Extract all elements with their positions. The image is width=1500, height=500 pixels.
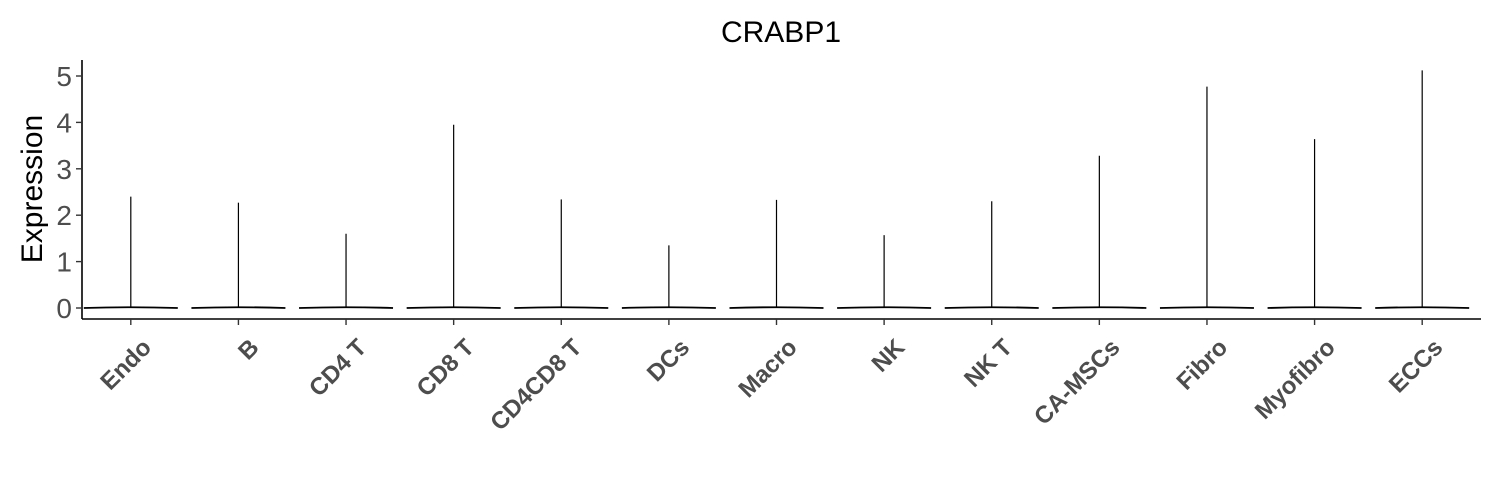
y-tick-label: 1 — [56, 247, 72, 278]
violin — [191, 202, 286, 309]
y-ticks: 0 1 2 3 4 5 — [56, 61, 82, 324]
x-tick-label: Myofibro — [1250, 334, 1341, 425]
x-tick-label: NK T — [959, 334, 1018, 393]
violin — [729, 199, 824, 309]
x-tick-label: CD8 T — [412, 334, 480, 402]
violin — [83, 196, 178, 309]
y-axis-label: Expression — [16, 115, 49, 263]
x-ticks: Endo B CD4 T CD8 T CD4CD8 T DCs Macro NK NK T CA-… — [95, 319, 1448, 436]
x-tick-label: B — [233, 334, 264, 365]
y-tick-label: 2 — [56, 200, 72, 231]
x-tick-label: Fibro — [1172, 334, 1234, 396]
chart-title: CRABP1 — [721, 16, 841, 49]
x-tick-label: ECCs — [1384, 334, 1448, 398]
violin — [837, 235, 932, 309]
violins — [83, 70, 1470, 309]
violin — [514, 199, 609, 309]
x-tick-label: CD4CD8 T — [485, 334, 587, 436]
violin — [1267, 139, 1362, 309]
violin — [944, 201, 1039, 309]
y-tick-label: 5 — [56, 61, 72, 92]
violin — [1159, 86, 1254, 309]
y-tick-label: 3 — [56, 154, 72, 185]
violin — [406, 124, 501, 309]
x-tick-label: CA-MSCs — [1029, 334, 1125, 430]
x-tick-label: CD4 T — [304, 334, 372, 402]
y-tick-label: 0 — [56, 293, 72, 324]
x-tick-label: DCs — [642, 334, 695, 387]
x-tick-label: Macro — [734, 334, 803, 403]
x-tick-label: Endo — [95, 334, 157, 396]
x-tick-label: NK — [867, 334, 911, 378]
violin — [1375, 70, 1470, 309]
violin — [299, 233, 394, 309]
violin — [1052, 155, 1147, 309]
violin — [621, 245, 716, 309]
y-tick-label: 4 — [56, 107, 72, 138]
